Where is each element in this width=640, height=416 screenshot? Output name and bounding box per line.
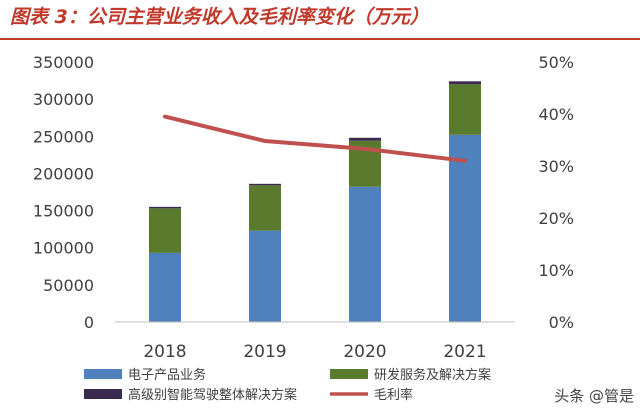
y-left-tick-label: 200000 bbox=[33, 164, 94, 183]
legend-label: 电子产品业务 bbox=[128, 367, 206, 383]
y-left-tick-label: 0 bbox=[84, 313, 94, 332]
y-left-tick-label: 150000 bbox=[33, 202, 94, 221]
bar-segment bbox=[249, 183, 281, 186]
bar-segment bbox=[149, 206, 181, 209]
bar-segment bbox=[449, 134, 481, 322]
bar-segment bbox=[349, 137, 381, 141]
bar-segment bbox=[149, 252, 181, 322]
y-left-tick-label: 100000 bbox=[33, 239, 94, 258]
bar-series bbox=[149, 81, 481, 322]
legend-swatch bbox=[84, 369, 122, 379]
x-tick-label: 2018 bbox=[143, 342, 186, 362]
margin-line bbox=[163, 114, 467, 163]
left-axis-ticks: 0 50000 100000 150000 200000 250000 300000 3500… bbox=[33, 53, 94, 332]
watermark: 头条 @管是 bbox=[554, 387, 634, 405]
bar-segment bbox=[449, 84, 481, 135]
legend-label: 毛利率 bbox=[374, 387, 413, 403]
x-tick-label: 2019 bbox=[243, 342, 286, 362]
y-right-tick-label: 0% bbox=[549, 313, 574, 332]
legend-label: 研发服务及解决方案 bbox=[374, 367, 491, 383]
right-axis-ticks: 0% 10% 20% 30% 40% 50% bbox=[538, 53, 574, 332]
y-right-tick-label: 30% bbox=[538, 157, 574, 176]
y-right-tick-label: 10% bbox=[538, 261, 574, 280]
chart-title: 图表 3：公司主营业务收入及毛利率变化（万元） bbox=[10, 6, 429, 28]
legend-swatch bbox=[330, 369, 368, 379]
line-series bbox=[163, 114, 467, 163]
bar-segment bbox=[349, 186, 381, 322]
legend-label: 高级别智能驾驶整体解决方案 bbox=[128, 387, 297, 403]
bar-segment bbox=[249, 185, 281, 231]
y-left-tick-label: 350000 bbox=[33, 53, 94, 72]
x-axis: 2018 2019 2020 2021 bbox=[115, 321, 515, 362]
x-tick-label: 2021 bbox=[443, 342, 486, 362]
x-tick-label: 2020 bbox=[343, 342, 386, 362]
bar-segment bbox=[449, 81, 481, 85]
y-left-tick-label: 250000 bbox=[33, 127, 94, 146]
y-right-tick-label: 20% bbox=[538, 209, 574, 228]
bar-segment bbox=[149, 208, 181, 253]
y-left-tick-label: 300000 bbox=[33, 90, 94, 109]
y-left-tick-label: 50000 bbox=[43, 276, 94, 295]
legend-swatch bbox=[84, 389, 122, 399]
title-divider bbox=[0, 38, 640, 40]
y-right-tick-label: 40% bbox=[538, 105, 574, 124]
bar-segment bbox=[249, 230, 281, 322]
y-right-tick-label: 50% bbox=[538, 53, 574, 72]
